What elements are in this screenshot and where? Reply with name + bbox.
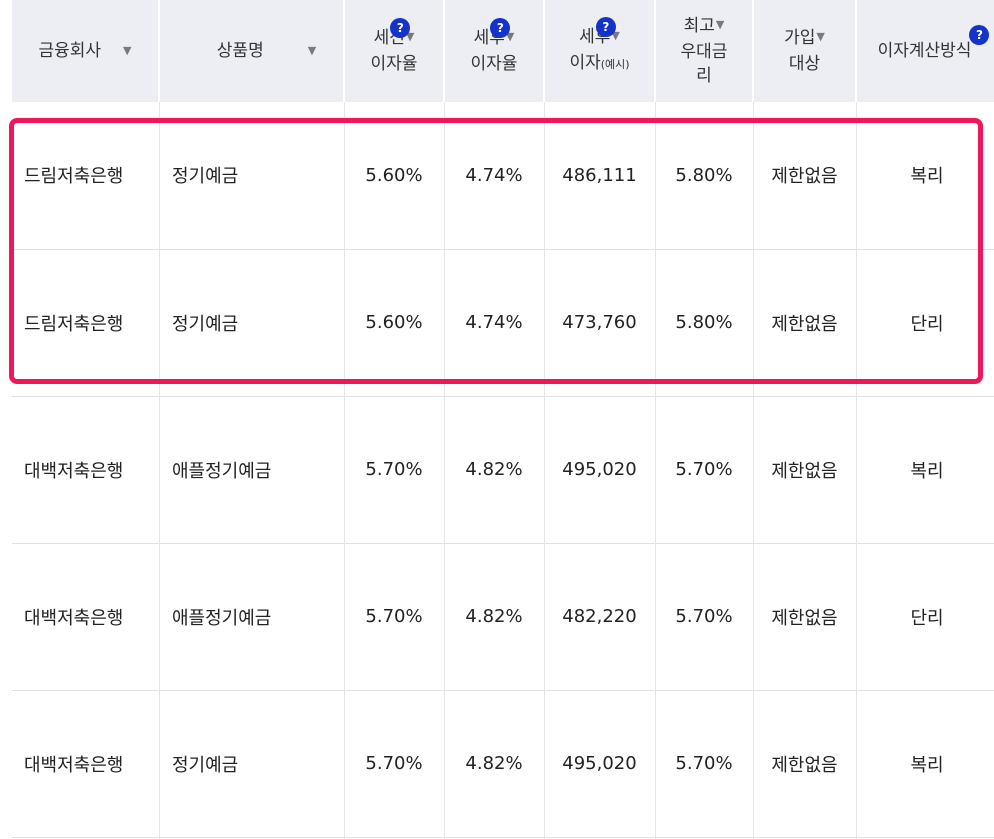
column-divider xyxy=(544,102,545,839)
cell-product-link[interactable]: 정기예금 xyxy=(159,249,344,397)
table-row[interactable]: 드림저축은행 정기예금 5.60% 4.74% 486,111 5.80% 제한… xyxy=(12,102,994,250)
help-icon[interactable]: ? xyxy=(390,18,411,38)
cell-max-preferential-rate: 5.80% xyxy=(655,102,753,250)
column-divider xyxy=(753,102,754,839)
header-max-preferential-line2: 우대금 xyxy=(680,42,728,62)
sort-down-icon[interactable]: ▼ xyxy=(715,18,725,31)
cell-eligibility: 제한없음 xyxy=(753,543,856,691)
cell-interest-method: 복리 xyxy=(856,102,994,250)
table-row[interactable]: 대백저축은행 정기예금 5.70% 4.82% 495,020 5.70% 제한… xyxy=(12,690,994,838)
cell-eligibility: 제한없음 xyxy=(753,690,856,838)
header-posttax-interest[interactable]: 세후▼ ? 이자(예시) xyxy=(544,0,656,102)
cell-posttax-rate: 4.74% xyxy=(444,102,544,250)
header-posttax-interest-line2: 이자 xyxy=(569,53,601,73)
cell-pretax-rate: 5.60% xyxy=(344,249,444,397)
column-divider xyxy=(159,102,160,839)
cell-product-link[interactable]: 정기예금 xyxy=(159,690,344,838)
table-row[interactable]: 대백저축은행 애플정기예금 5.70% 4.82% 482,220 5.70% … xyxy=(12,543,994,691)
column-divider xyxy=(655,102,656,839)
header-eligibility[interactable]: 가입▼ 대상 xyxy=(753,0,857,102)
cell-company: 드림저축은행 xyxy=(12,102,159,250)
header-company[interactable]: 금융회사 ▼ xyxy=(12,0,160,102)
cell-pretax-rate: 5.70% xyxy=(344,543,444,691)
cell-eligibility: 제한없음 xyxy=(753,249,856,397)
column-divider xyxy=(344,102,345,839)
cell-company: 대백저축은행 xyxy=(12,690,159,838)
cell-product-link[interactable]: 애플정기예금 xyxy=(159,396,344,544)
column-divider xyxy=(444,102,445,839)
header-max-preferential-rate[interactable]: 최고▼ 우대금 리 xyxy=(655,0,754,102)
cell-posttax-rate: 4.82% xyxy=(444,690,544,838)
cell-pretax-rate: 5.70% xyxy=(344,396,444,544)
header-max-preferential-line3: 리 xyxy=(696,66,712,86)
cell-interest-method: 복리 xyxy=(856,690,994,838)
sort-down-icon[interactable]: ▼ xyxy=(505,30,515,43)
header-posttax-interest-example: (예시) xyxy=(600,58,630,71)
cell-max-preferential-rate: 5.70% xyxy=(655,543,753,691)
cell-posttax-interest: 482,220 xyxy=(544,543,655,691)
cell-eligibility: 제한없음 xyxy=(753,102,856,250)
sort-down-icon[interactable]: ▼ xyxy=(611,29,620,42)
sort-down-icon[interactable]: ▼ xyxy=(405,30,415,43)
cell-posttax-interest: 486,111 xyxy=(544,102,655,250)
sort-down-icon[interactable]: ▼ xyxy=(123,44,132,57)
header-pretax-rate[interactable]: 세전▼ ? 이자율 xyxy=(344,0,445,102)
cell-interest-method: 단리 xyxy=(856,249,994,397)
cell-product-link[interactable]: 정기예금 xyxy=(159,102,344,250)
header-eligibility-line1: 가입 xyxy=(784,28,816,48)
cell-interest-method: 복리 xyxy=(856,396,994,544)
header-eligibility-line2: 대상 xyxy=(788,54,821,74)
cell-company: 대백저축은행 xyxy=(12,543,159,691)
cell-pretax-rate: 5.60% xyxy=(344,102,444,250)
sort-down-icon[interactable]: ▼ xyxy=(307,44,317,57)
header-interest-method-label: 이자계산방식 xyxy=(877,41,972,61)
header-company-label: 금융회사 xyxy=(38,41,102,61)
cell-max-preferential-rate: 5.80% xyxy=(655,249,753,397)
header-product[interactable]: 상품명 ▼ xyxy=(159,0,345,102)
cell-company: 대백저축은행 xyxy=(12,396,159,544)
cell-posttax-interest: 495,020 xyxy=(544,690,655,838)
cell-posttax-rate: 4.82% xyxy=(444,396,544,544)
table-row[interactable]: 드림저축은행 정기예금 5.60% 4.74% 473,760 5.80% 제한… xyxy=(12,249,994,397)
help-icon[interactable]: ? xyxy=(490,18,511,38)
column-divider xyxy=(856,102,857,839)
header-product-label: 상품명 xyxy=(216,41,264,61)
header-posttax-rate[interactable]: 세후▼ ? 이자율 xyxy=(444,0,545,102)
deposit-rate-table: 금융회사 ▼ 상품명 ▼ 세전▼ ? xyxy=(12,0,994,838)
table-row[interactable]: 대백저축은행 애플정기예금 5.70% 4.82% 495,020 5.70% … xyxy=(12,396,994,544)
header-interest-method[interactable]: 이자계산방식 ? xyxy=(856,0,994,102)
cell-interest-method: 단리 xyxy=(856,543,994,691)
cell-posttax-rate: 4.82% xyxy=(444,543,544,691)
table-header-row: 금융회사 ▼ 상품명 ▼ 세전▼ ? xyxy=(12,0,994,102)
help-icon[interactable]: ? xyxy=(595,17,616,37)
cell-posttax-interest: 473,760 xyxy=(544,249,655,397)
cell-max-preferential-rate: 5.70% xyxy=(655,690,753,838)
cell-posttax-rate: 4.74% xyxy=(444,249,544,397)
cell-product-link[interactable]: 애플정기예금 xyxy=(159,543,344,691)
header-pretax-rate-line2: 이자율 xyxy=(370,54,418,74)
cell-eligibility: 제한없음 xyxy=(753,396,856,544)
cell-company: 드림저축은행 xyxy=(12,249,159,397)
sort-down-icon[interactable]: ▼ xyxy=(816,30,825,43)
cell-posttax-interest: 495,020 xyxy=(544,396,655,544)
deposit-rate-table-container: 금융회사 ▼ 상품명 ▼ 세전▼ ? xyxy=(12,0,994,839)
help-icon[interactable]: ? xyxy=(969,25,990,45)
header-max-preferential-line1: 최고 xyxy=(683,16,715,36)
cell-pretax-rate: 5.70% xyxy=(344,690,444,838)
header-posttax-rate-line2: 이자율 xyxy=(470,54,518,74)
cell-max-preferential-rate: 5.70% xyxy=(655,396,753,544)
